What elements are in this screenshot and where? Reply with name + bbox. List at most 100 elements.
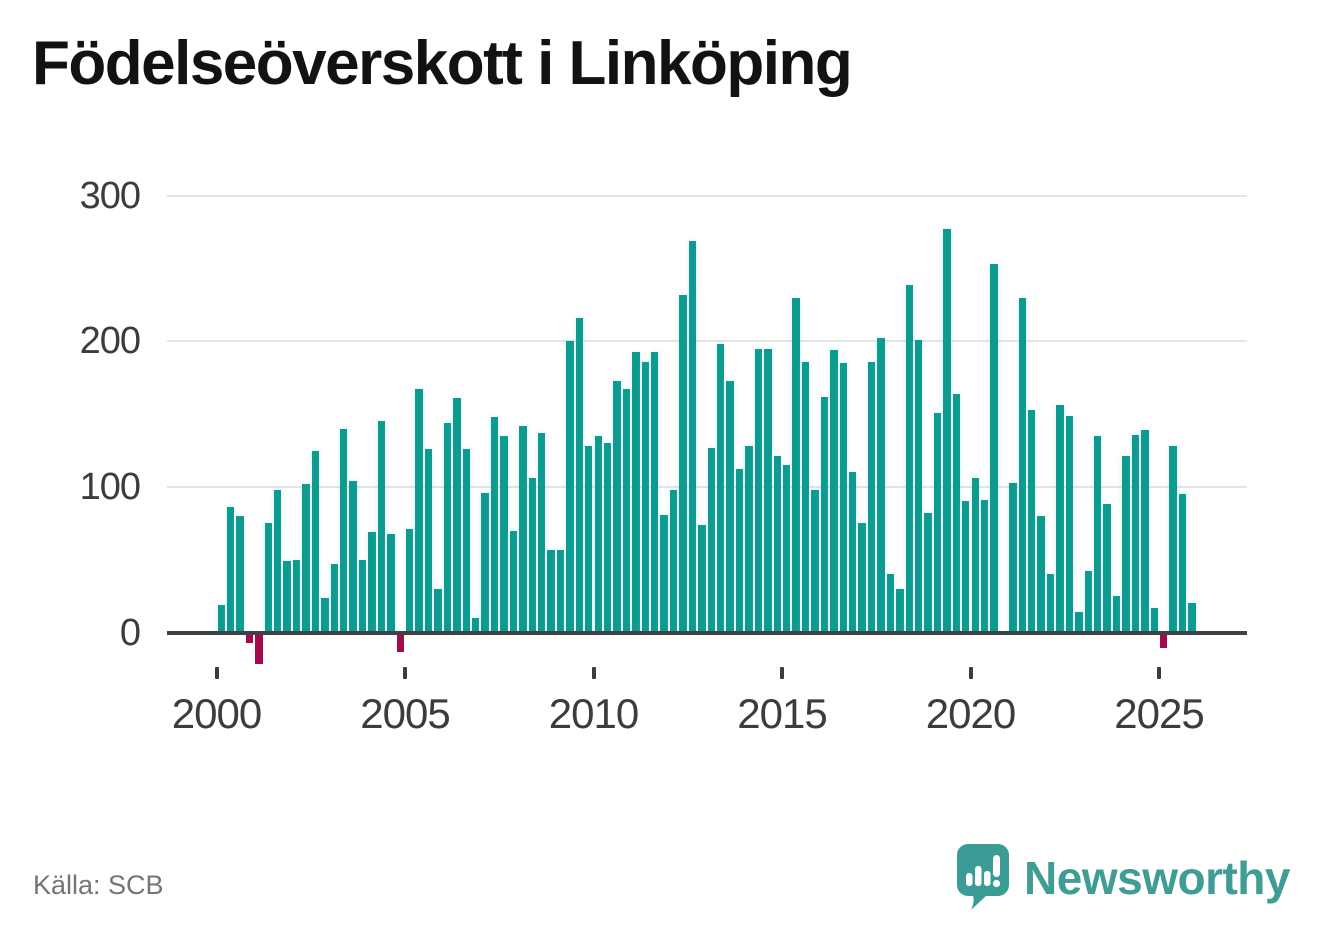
x-axis-tick-2005 (403, 667, 407, 679)
bar (594, 435, 602, 633)
bar (321, 597, 329, 633)
source-label: Källa: SCB (33, 870, 164, 900)
bar (651, 351, 659, 633)
bar (1009, 482, 1017, 633)
bar (943, 229, 951, 633)
bar (971, 478, 979, 633)
bar (255, 634, 263, 664)
bar (896, 588, 904, 633)
bar (1112, 596, 1121, 633)
bar (867, 361, 876, 633)
bar (547, 549, 555, 633)
bar (717, 344, 725, 633)
bar (924, 513, 932, 633)
bar (783, 465, 791, 633)
y-axis-label-200: 200 (79, 320, 141, 363)
x-axis-tick-2010 (591, 667, 596, 679)
y-axis-label-0: 0 (119, 611, 141, 654)
bar (858, 523, 866, 633)
bar (453, 398, 461, 633)
bar (679, 294, 687, 633)
x-axis-label-2010: 2010 (548, 690, 639, 737)
x-axis-tick-2020 (968, 667, 973, 679)
bar (745, 446, 753, 633)
bar (773, 456, 781, 633)
bar (311, 450, 320, 633)
x-axis-label-2000: 2000 (171, 690, 262, 737)
x-axis-tick-2000 (214, 667, 219, 679)
bar (462, 449, 470, 633)
y-axis-label-300: 300 (79, 174, 141, 217)
bar (839, 363, 847, 633)
bar (302, 484, 310, 633)
bar (481, 492, 489, 633)
bar (933, 412, 942, 633)
bar (1056, 405, 1064, 633)
bar (1046, 574, 1055, 633)
x-axis-tick-2025 (1157, 667, 1161, 679)
newsworthy-branding: Newsworthy (956, 843, 1290, 913)
bar (340, 428, 348, 633)
bar (905, 284, 913, 633)
bar (641, 361, 650, 633)
bar (500, 435, 508, 633)
bar (1028, 409, 1036, 633)
bar (764, 348, 772, 633)
y-axis-label-100: 100 (79, 465, 141, 508)
bar (1094, 435, 1102, 633)
bar (688, 240, 697, 633)
bar (698, 524, 706, 633)
bar (274, 489, 282, 633)
bar (1018, 297, 1027, 633)
bar (632, 351, 640, 633)
bar (528, 478, 536, 633)
logo-exclamation-dot (992, 879, 1001, 888)
x-axis-label-2005: 2005 (360, 690, 450, 737)
bar (585, 446, 593, 633)
bar (726, 380, 734, 633)
bar (396, 634, 404, 652)
bar (387, 533, 395, 633)
bar (1065, 415, 1074, 633)
bar (1160, 634, 1168, 648)
bar (264, 523, 273, 633)
bar (886, 574, 895, 633)
bar (509, 530, 518, 633)
bar (1103, 504, 1111, 633)
bar (490, 417, 499, 633)
logo-bar-1 (966, 873, 973, 886)
bar (236, 516, 244, 633)
bar (1084, 571, 1092, 633)
bar (952, 393, 961, 633)
bar (330, 564, 338, 633)
bar (217, 604, 225, 633)
newsworthy-logo-icon (957, 844, 1010, 910)
bar (962, 501, 970, 633)
bar (820, 396, 829, 633)
bar (801, 361, 810, 633)
chart-title: Födelseöverskott i Linköping (32, 29, 853, 98)
bar (377, 421, 386, 633)
bar (990, 264, 998, 633)
bar (707, 447, 715, 633)
bar (556, 549, 565, 633)
bar (660, 514, 668, 633)
x-axis-label-2020: 2020 (925, 690, 1016, 737)
bar (1169, 446, 1177, 633)
bar (603, 443, 612, 633)
bar (349, 481, 357, 633)
bar (368, 532, 376, 633)
x-axis-label-2025: 2025 (1114, 690, 1204, 737)
bar (848, 472, 857, 633)
bar (566, 341, 574, 633)
x-axis-line (167, 630, 1247, 635)
bar (1141, 430, 1149, 633)
bar (434, 588, 442, 633)
bar (792, 297, 800, 633)
bar (754, 348, 763, 633)
x-axis-tick-2015 (780, 667, 784, 679)
bar (245, 634, 254, 644)
logo-bar-3 (984, 871, 991, 886)
bar (575, 318, 584, 633)
bar (811, 489, 819, 633)
